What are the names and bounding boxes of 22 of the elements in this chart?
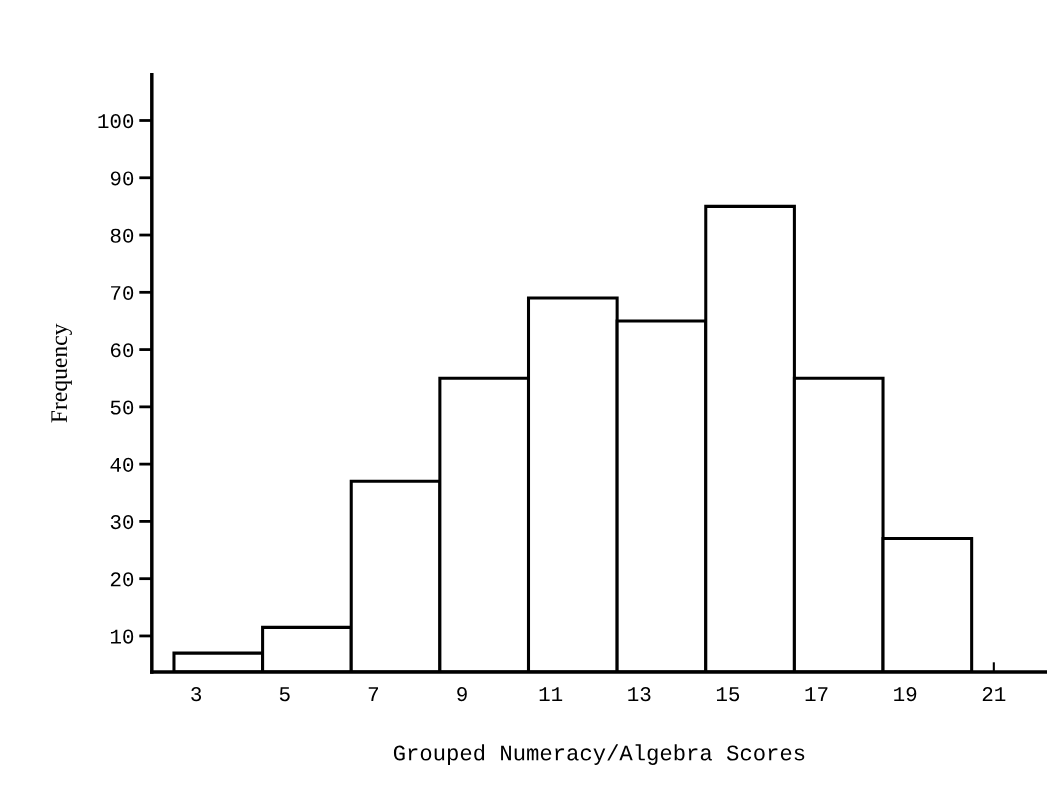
x-tick-label: 5 [279, 687, 290, 702]
y-tick-label: 30 [110, 515, 134, 530]
x-tick-label: 13 [628, 687, 651, 702]
y-tick-label: 60 [110, 343, 134, 358]
x-tick-label: 9 [457, 687, 467, 702]
y-tick-label: 10 [110, 629, 134, 644]
y-tick-label: 90 [110, 171, 134, 186]
x-tick-label: 15 [716, 687, 740, 702]
x-tick-label: 11 [539, 687, 563, 702]
y-tick-label: 20 [110, 572, 134, 587]
y-tick-label: 40 [110, 457, 134, 472]
y-tick-label: 100 [98, 114, 134, 129]
y-tick-label: 70 [111, 285, 134, 301]
x-tick-label: 21 [982, 687, 1006, 702]
y-axis-title: Frequency [51, 323, 72, 423]
x-axis-title: Grouped Numeracy/Algebra Scores [393, 744, 805, 765]
x-tick-label: 7 [368, 687, 379, 702]
y-tick-label: 80 [110, 228, 134, 243]
x-tick-label: 19 [894, 687, 917, 702]
x-tick-label: 3 [191, 687, 202, 702]
x-tick-label: 17 [805, 687, 828, 702]
y-tick-label: 50 [110, 400, 134, 415]
